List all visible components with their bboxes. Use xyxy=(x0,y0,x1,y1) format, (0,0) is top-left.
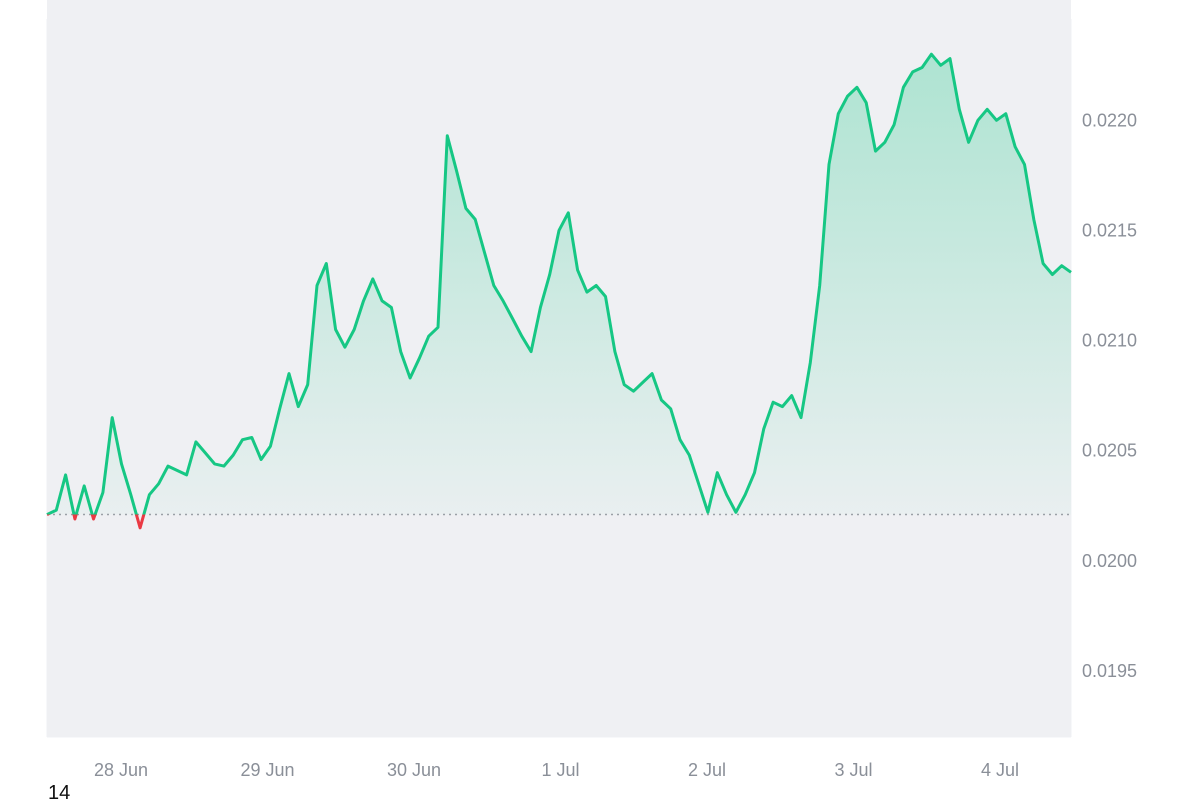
corner-label: 14 xyxy=(48,782,71,804)
y-tick-label: 0.0195 xyxy=(1082,661,1137,681)
y-axis-ticks: 0.0195 0.0200 0.0205 0.0210 0.0215 0.0220 xyxy=(1082,110,1137,681)
y-tick-label: 0.0205 xyxy=(1082,441,1137,461)
x-tick-label: 3 Jul xyxy=(834,760,872,780)
y-tick-label: 0.0215 xyxy=(1082,220,1137,240)
x-tick-label: 29 Jun xyxy=(240,760,294,780)
price-area-fill xyxy=(47,54,1071,515)
x-tick-label: 4 Jul xyxy=(981,760,1019,780)
x-tick-label: 28 Jun xyxy=(94,760,148,780)
x-tick-label: 30 Jun xyxy=(387,760,441,780)
y-tick-label: 0.0210 xyxy=(1082,331,1137,351)
price-line-up xyxy=(46,52,1072,515)
x-tick-label: 1 Jul xyxy=(541,760,579,780)
price-line xyxy=(46,52,1072,530)
y-tick-label: 0.0200 xyxy=(1082,551,1137,571)
y-tick-label: 0.0220 xyxy=(1082,110,1137,130)
price-area xyxy=(47,54,1071,515)
x-axis-ticks: 28 Jun 29 Jun 30 Jun 1 Jul 2 Jul 3 Jul 4 Jul xyxy=(94,760,1019,780)
x-tick-label: 2 Jul xyxy=(688,760,726,780)
